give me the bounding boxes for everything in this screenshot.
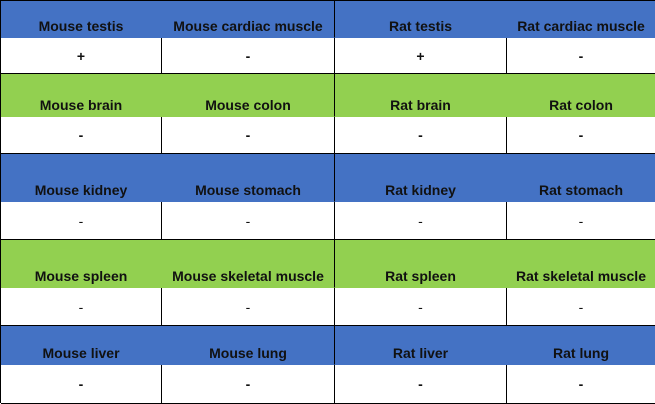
tissue-header-cell: Rat brain: [335, 74, 507, 117]
tissue-header-cell: Rat liver: [335, 326, 507, 365]
expression-value-cell: -: [335, 117, 507, 154]
expression-value-cell: -: [1, 365, 162, 404]
tissue-header-cell: Rat stomach: [507, 154, 655, 202]
tissue-header-cell: Rat cardiac muscle: [507, 1, 655, 38]
tissue-header-cell: Rat testis: [335, 1, 507, 38]
tissue-header-cell: Mouse colon: [162, 74, 335, 117]
tissue-header-cell: Rat skeletal muscle: [507, 240, 655, 288]
expression-value-cell: -: [1, 117, 162, 154]
tissue-header-cell: Mouse stomach: [162, 154, 335, 202]
expression-value-cell: -: [507, 202, 655, 240]
tissue-header-cell: Mouse kidney: [1, 154, 162, 202]
tissue-header-cell: Rat kidney: [335, 154, 507, 202]
expression-value-cell: -: [1, 202, 162, 240]
expression-value-cell: -: [1, 288, 162, 326]
tissue-header-cell: Rat colon: [507, 74, 655, 117]
tissue-header-cell: Rat spleen: [335, 240, 507, 288]
expression-value-cell: +: [335, 38, 507, 74]
expression-value-cell: -: [507, 38, 655, 74]
tissue-header-cell: Mouse liver: [1, 326, 162, 365]
expression-value-cell: -: [162, 365, 335, 404]
expression-value-cell: -: [507, 288, 655, 326]
expression-value-cell: -: [162, 38, 335, 74]
tissue-header-cell: Mouse testis: [1, 1, 162, 38]
expression-value-cell: -: [335, 288, 507, 326]
expression-value-cell: -: [162, 117, 335, 154]
expression-value-cell: -: [335, 202, 507, 240]
tissue-header-cell: Mouse cardiac muscle: [162, 1, 335, 38]
expression-value-cell: +: [1, 38, 162, 74]
expression-value-cell: -: [507, 365, 655, 404]
expression-value-cell: -: [162, 288, 335, 326]
expression-value-cell: -: [162, 202, 335, 240]
tissue-header-cell: Mouse brain: [1, 74, 162, 117]
expression-value-cell: -: [507, 117, 655, 154]
expression-value-cell: -: [335, 365, 507, 404]
tissue-header-cell: Mouse spleen: [1, 240, 162, 288]
tissue-header-cell: Rat lung: [507, 326, 655, 365]
tissue-header-cell: Mouse lung: [162, 326, 335, 365]
tissue-header-cell: Mouse skeletal muscle: [162, 240, 335, 288]
